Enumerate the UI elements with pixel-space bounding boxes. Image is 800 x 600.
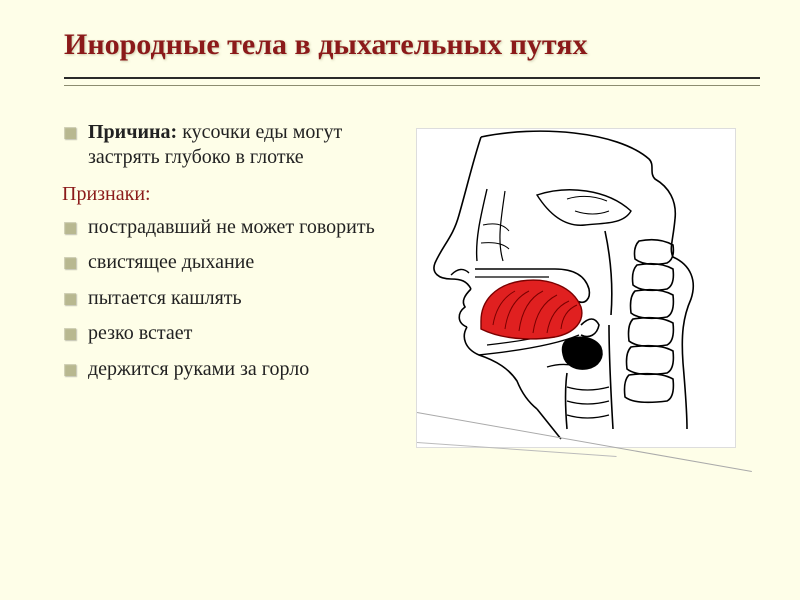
sign-text: свистящее дыхание — [88, 251, 254, 273]
sign-text: резко встает — [88, 322, 192, 344]
signs-label: Признаки: — [62, 181, 404, 207]
signs-list: пострадавший не может говорить свистящее… — [64, 215, 404, 383]
sign-text: держится руками за горло — [88, 358, 309, 380]
sign-text: пострадавший не может говорить — [88, 216, 375, 238]
list-item: Причина: кусочки еды могут застрять глуб… — [64, 120, 404, 171]
list-item: свистящее дыхание — [64, 250, 404, 276]
divider-main — [64, 77, 760, 79]
list-item: резко встает — [64, 321, 404, 347]
anatomy-diagram — [416, 128, 736, 448]
cause-label: Причина: — [88, 121, 177, 143]
list-item: пытается кашлять — [64, 286, 404, 312]
slide-title: Инородные тела в дыхательных путях — [64, 28, 760, 63]
head-sagittal-icon — [417, 129, 737, 449]
list-item: пострадавший не может говорить — [64, 215, 404, 241]
divider-sub — [64, 85, 760, 86]
bullet-list: Причина: кусочки еды могут застрять глуб… — [64, 120, 404, 171]
sign-text: пытается кашлять — [88, 287, 242, 309]
content-row: Причина: кусочки еды могут застрять глуб… — [64, 120, 760, 448]
text-column: Причина: кусочки еды могут застрять глуб… — [64, 120, 404, 448]
image-column — [416, 120, 760, 448]
list-item: держится руками за горло — [64, 357, 404, 383]
